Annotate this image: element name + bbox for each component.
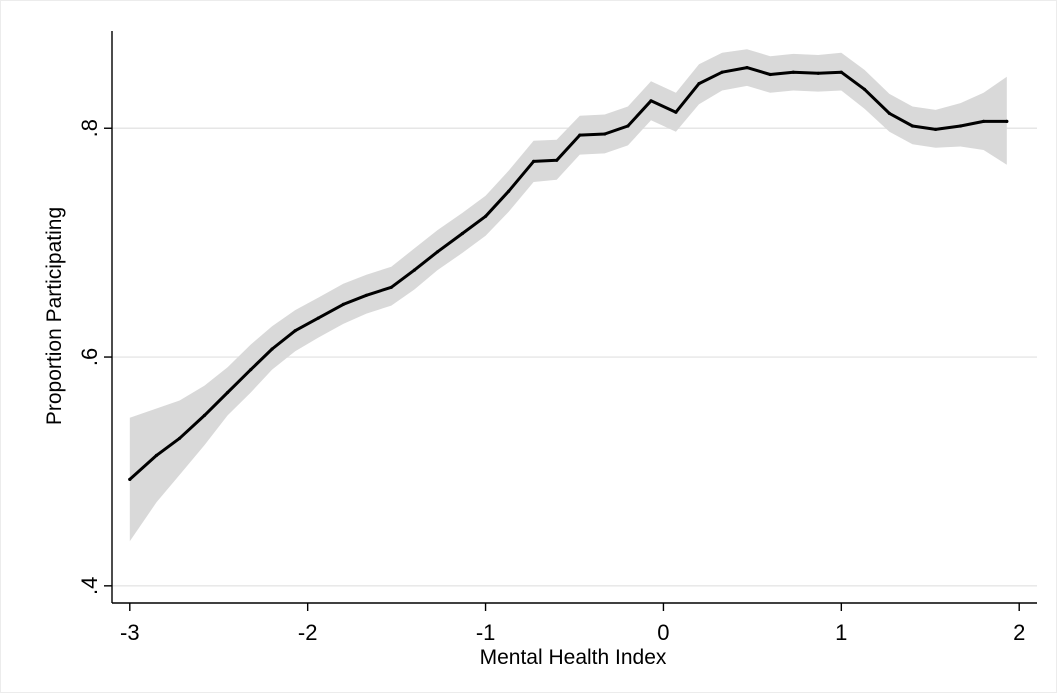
- axes: [104, 31, 1037, 611]
- data-point-31: [862, 87, 867, 91]
- data-point-20: [603, 132, 607, 136]
- x-tick-label-0: -3: [120, 620, 140, 645]
- data-point-10: [364, 293, 368, 297]
- y-axis-title: Proportion Participating: [43, 207, 66, 425]
- data-point-16: [507, 189, 511, 193]
- data-point-9: [341, 302, 345, 306]
- data-point-34: [934, 127, 938, 131]
- data-point-36: [982, 119, 986, 123]
- data-point-13: [435, 250, 440, 254]
- data-point-2: [178, 436, 182, 440]
- data-point-19: [578, 133, 582, 137]
- line-layer: [128, 66, 1009, 481]
- data-point-0: [128, 477, 132, 481]
- data-point-35: [958, 124, 963, 128]
- y-tick-label-2: .8: [77, 119, 102, 137]
- data-point-14: [460, 231, 464, 236]
- data-point-37: [1005, 119, 1009, 123]
- data-point-33: [910, 124, 915, 128]
- data-point-12: [412, 268, 416, 272]
- x-tick-label-5: 2: [1013, 620, 1025, 645]
- data-point-1: [154, 453, 159, 457]
- x-tick-label-2: -1: [476, 620, 496, 645]
- data-point-27: [768, 72, 772, 77]
- data-point-5: [249, 368, 253, 372]
- data-point-7: [293, 329, 297, 333]
- data-point-22: [649, 99, 653, 103]
- data-point-17: [532, 159, 536, 163]
- data-point-3: [202, 413, 207, 417]
- data-point-8: [316, 316, 320, 320]
- y-tick-label-1: .6: [77, 348, 102, 366]
- data-point-26: [745, 66, 749, 70]
- data-point-23: [674, 110, 678, 114]
- data-point-15: [484, 214, 488, 218]
- x-axis-title: Mental Health Index: [480, 646, 667, 669]
- tick-labels: .4 .6 .8 -3 -2 -1 0 1 2: [77, 119, 1025, 645]
- data-point-28: [791, 70, 795, 74]
- series-line: [128, 66, 1009, 481]
- x-tick-label-3: 0: [657, 620, 669, 645]
- data-point-24: [697, 82, 701, 86]
- data-point-29: [816, 71, 820, 75]
- data-point-18: [555, 158, 559, 162]
- x-tick-label-4: 1: [835, 620, 847, 645]
- data-point-32: [887, 111, 892, 115]
- data-point-6: [270, 347, 274, 351]
- data-point-4: [226, 390, 230, 395]
- data-point-25: [720, 70, 724, 74]
- data-point-30: [839, 70, 843, 74]
- data-point-11: [389, 285, 393, 289]
- y-tick-label-0: .4: [77, 577, 102, 595]
- data-point-21: [626, 124, 630, 128]
- x-tick-label-1: -2: [298, 620, 318, 645]
